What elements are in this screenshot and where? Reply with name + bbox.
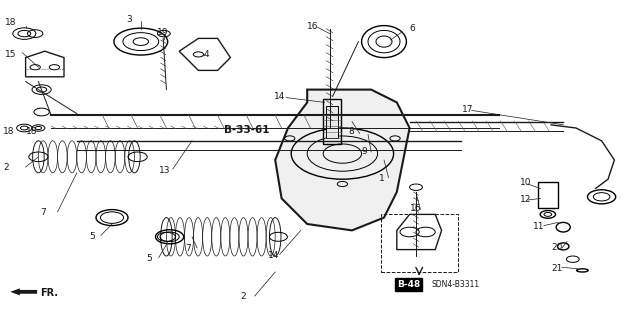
Text: 18: 18 [26, 127, 37, 136]
Text: 9: 9 [361, 147, 367, 156]
Polygon shape [179, 38, 230, 70]
Text: B-33-61: B-33-61 [224, 124, 269, 135]
Text: 10: 10 [520, 178, 531, 187]
Text: 15: 15 [5, 50, 17, 59]
Text: FR.: FR. [40, 288, 58, 298]
Text: 20: 20 [552, 244, 563, 252]
FancyArrow shape [10, 288, 37, 295]
Text: 14: 14 [268, 251, 279, 260]
Text: 16: 16 [410, 204, 421, 213]
Text: 21: 21 [552, 264, 563, 273]
Text: 7: 7 [40, 208, 46, 217]
Polygon shape [275, 90, 410, 230]
Text: 2: 2 [241, 292, 246, 301]
Text: 14: 14 [274, 92, 285, 100]
Text: 5: 5 [90, 232, 95, 241]
Text: 18: 18 [5, 18, 17, 27]
FancyBboxPatch shape [326, 106, 338, 138]
Text: 19: 19 [157, 28, 168, 37]
Text: 18: 18 [3, 127, 15, 136]
Text: 1: 1 [379, 174, 385, 183]
Text: 5: 5 [146, 254, 152, 263]
Polygon shape [397, 214, 442, 250]
Text: 7: 7 [186, 244, 191, 253]
Text: 2: 2 [3, 163, 9, 172]
Text: 4: 4 [204, 50, 209, 59]
Text: 13: 13 [159, 166, 170, 175]
Text: B-48: B-48 [397, 280, 420, 289]
Text: 11: 11 [533, 222, 545, 231]
Text: 12: 12 [520, 195, 531, 204]
Polygon shape [26, 51, 64, 77]
Text: 3: 3 [127, 15, 132, 24]
Text: 6: 6 [410, 24, 415, 33]
Text: 16: 16 [307, 22, 319, 31]
Text: 8: 8 [348, 127, 354, 136]
Text: 17: 17 [462, 105, 474, 114]
Bar [381, 214, 458, 272]
Text: SDN4-B3311: SDN4-B3311 [432, 280, 480, 289]
